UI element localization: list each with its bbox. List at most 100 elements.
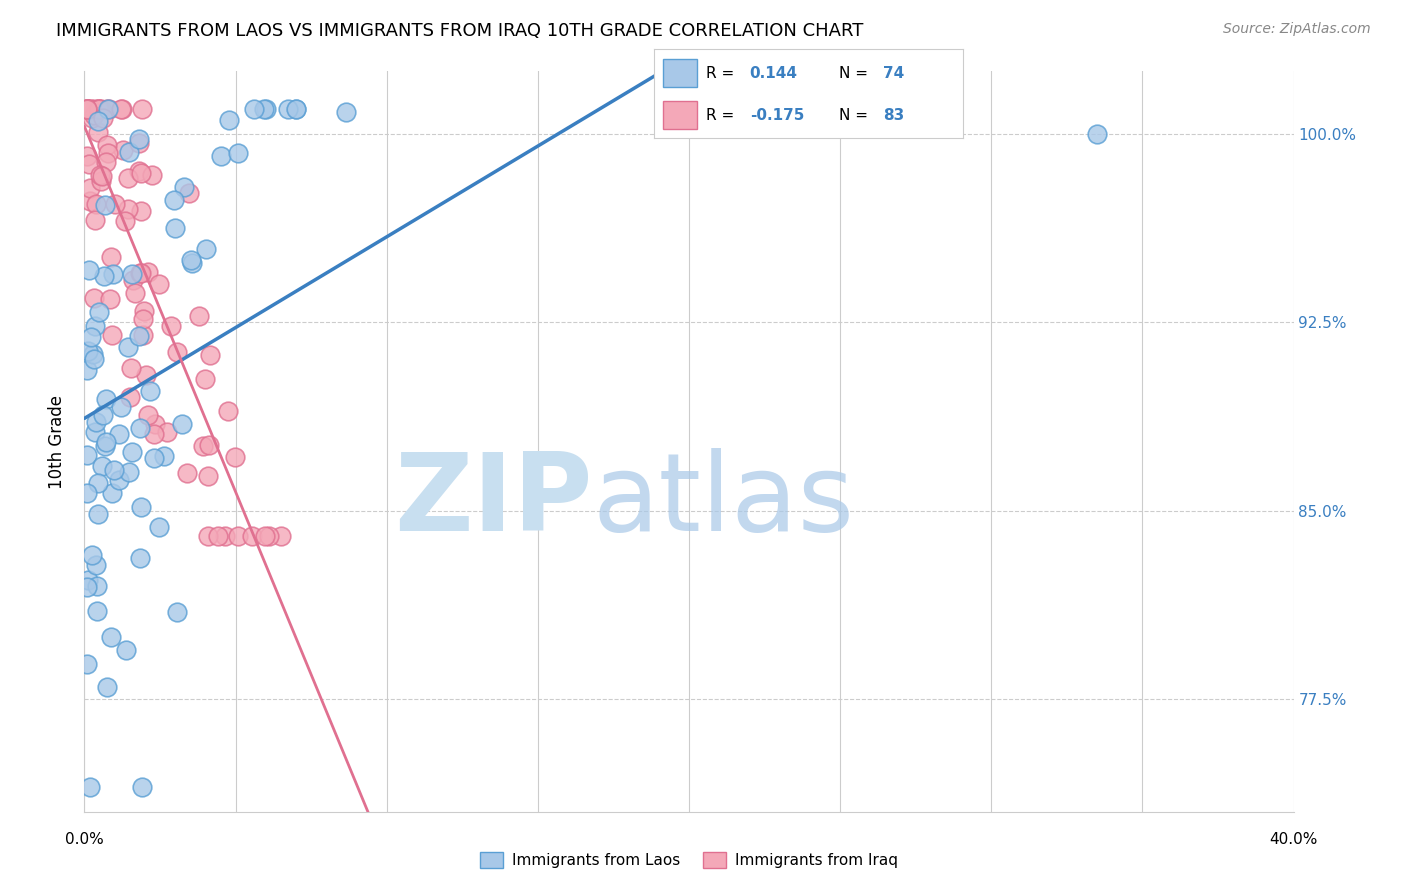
Point [131,102,153,116]
Point [228,146,250,161]
Point [132,328,155,343]
Point [156,425,179,439]
Point [172,417,194,431]
Point [121,267,143,281]
Y-axis label: 10th Grade: 10th Grade [48,394,66,489]
Text: IMMIGRANTS FROM LAOS VS IMMIGRANTS FROM IRAQ 10TH GRADE CORRELATION CHART: IMMIGRANTS FROM LAOS VS IMMIGRANTS FROM … [56,22,863,40]
Point [100,250,122,264]
Point [285,102,308,116]
Text: ZIP: ZIP [394,448,592,554]
Point [180,253,202,268]
Point [194,371,217,385]
Point [143,426,166,441]
Point [209,149,232,163]
Point [76,102,98,116]
Point [253,529,276,543]
Point [173,180,195,194]
Point [80,102,103,116]
Point [91,458,114,473]
Point [110,102,132,116]
Point [76,102,98,116]
Point [117,340,139,354]
Point [110,400,132,414]
Point [83,425,105,439]
Point [117,202,139,216]
Point [143,450,166,465]
Point [148,520,170,534]
Point [112,143,135,157]
Point [118,466,141,480]
Point [84,197,107,211]
Point [77,157,100,171]
Point [79,102,101,116]
Point [76,363,98,377]
Point [243,102,266,116]
Text: Source: ZipAtlas.com: Source: ZipAtlas.com [1223,22,1371,37]
Point [122,272,145,286]
Point [120,390,142,404]
Point [83,352,105,367]
Point [86,475,108,490]
Point [108,473,131,487]
Point [79,330,101,344]
Point [129,203,152,218]
Point [129,266,152,280]
Text: 0.144: 0.144 [749,66,797,80]
Point [79,194,101,209]
Text: 40.0%: 40.0% [1270,832,1317,847]
Point [103,463,125,477]
Point [129,266,152,280]
Point [197,469,219,483]
Point [76,102,98,116]
Point [139,384,162,399]
Point [335,104,357,119]
Point [129,500,152,514]
Point [100,328,122,343]
Text: atlas: atlas [592,448,855,554]
Text: N =: N = [839,66,873,80]
Point [277,102,299,116]
Point [132,304,155,318]
Point [131,780,153,794]
Point [194,243,217,257]
Point [240,529,263,543]
Point [96,138,118,153]
Point [83,108,105,122]
Point [93,408,115,422]
Point [1085,127,1108,141]
Point [163,221,186,235]
Point [131,166,153,180]
Point [114,643,136,657]
Point [94,155,117,169]
Point [131,312,153,326]
Point [163,194,186,208]
Point [259,529,281,543]
Point [84,212,107,227]
Point [101,486,124,500]
Point [76,657,98,672]
Point [87,305,110,319]
Point [128,329,150,343]
FancyBboxPatch shape [664,101,697,129]
Point [90,174,112,188]
Point [76,581,98,595]
Point [107,427,129,442]
Point [87,102,110,116]
Point [79,780,101,794]
Point [218,113,240,128]
Point [128,421,150,435]
Point [121,444,143,458]
Point [104,196,127,211]
Point [284,102,307,116]
Point [124,285,146,300]
Point [148,277,170,292]
Point [82,111,104,125]
Point [128,132,150,146]
Point [253,102,276,116]
Point [176,466,198,480]
Point [226,529,249,543]
Point [86,415,108,429]
Point [98,102,121,116]
Point [89,168,111,182]
Point [93,268,115,283]
